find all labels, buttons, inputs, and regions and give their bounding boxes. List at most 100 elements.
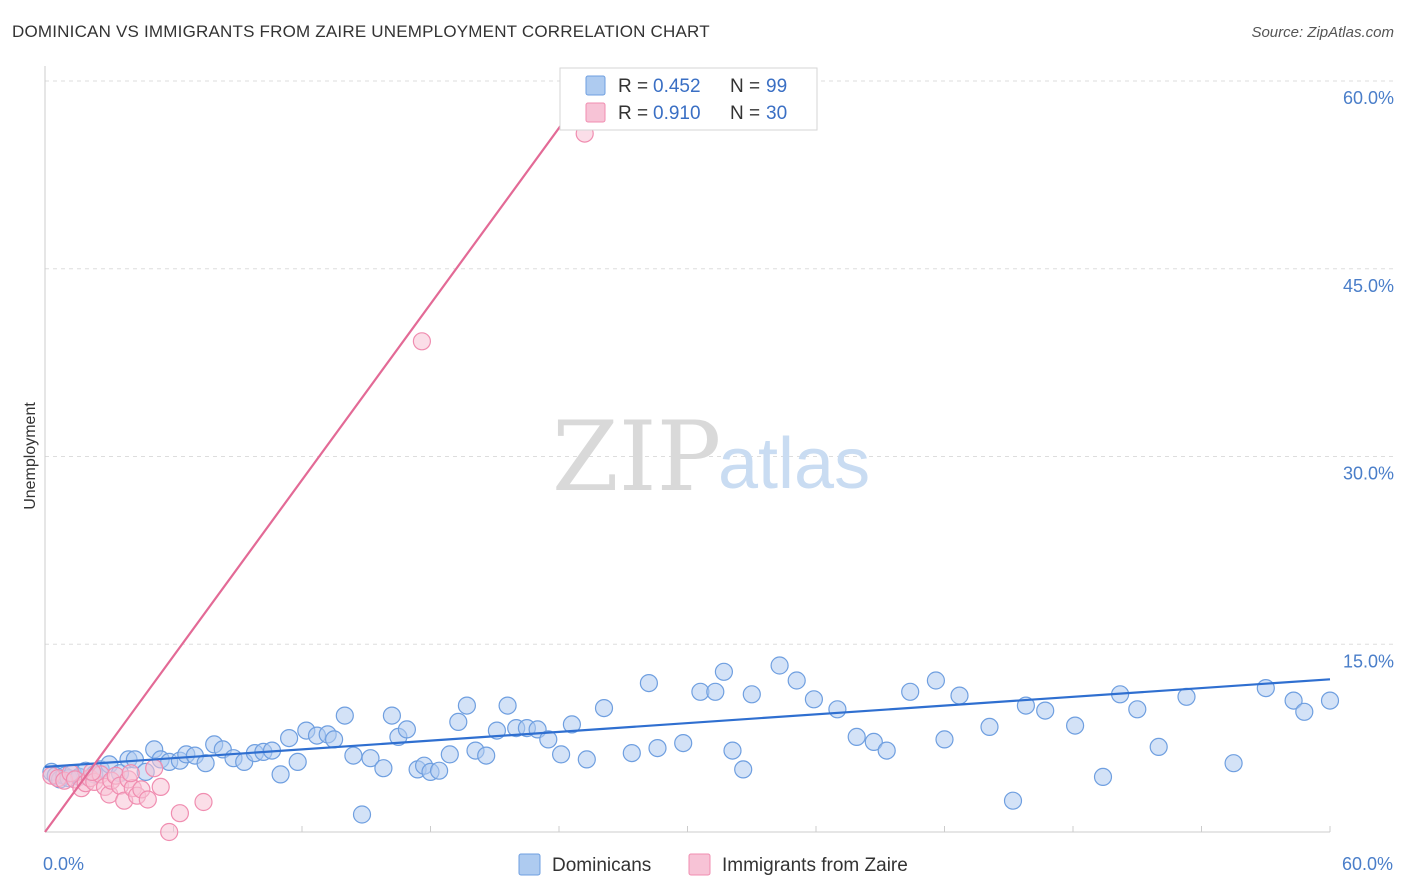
data-point-0-87 xyxy=(1036,701,1055,720)
data-point-0-97 xyxy=(1295,702,1314,721)
data-point-0-52 xyxy=(477,746,496,765)
legend-n-value-1: 30 xyxy=(766,103,787,124)
data-point-0-29 xyxy=(271,765,290,784)
data-point-1-26 xyxy=(121,764,140,783)
data-point-0-64 xyxy=(639,673,659,693)
data-point-0-77 xyxy=(847,727,866,747)
data-point-0-68 xyxy=(706,682,725,701)
y-axis-title: Unemployment xyxy=(22,402,39,510)
series-immigrants-from-zaire xyxy=(42,124,594,842)
series-dominicans xyxy=(42,656,1340,824)
legend-swatch-dominicans xyxy=(585,75,606,96)
x-tick-label-right: 60.0% xyxy=(1342,854,1393,874)
data-point-0-47 xyxy=(430,761,449,780)
data-point-0-59 xyxy=(551,745,571,764)
watermark-atlas: atlas xyxy=(718,424,870,504)
bottom-legend: Dominicans Immigrants from Zaire xyxy=(518,853,908,876)
data-point-0-66 xyxy=(674,733,693,753)
watermark-zip: ZIP xyxy=(552,401,721,513)
data-point-0-78 xyxy=(864,732,883,752)
data-point-0-98 xyxy=(1320,691,1340,710)
data-point-0-60 xyxy=(562,715,582,734)
data-point-0-93 xyxy=(1177,687,1196,706)
y-tick-label-1: 30.0% xyxy=(1343,464,1394,484)
data-point-1-21 xyxy=(145,759,164,778)
data-point-1-22 xyxy=(151,777,170,797)
legend-swatch-immigrants-from-zaire xyxy=(585,102,606,123)
y-tick-label-2: 45.0% xyxy=(1343,276,1394,296)
data-point-0-40 xyxy=(374,759,393,778)
data-point-0-81 xyxy=(926,671,946,690)
y-tick-label-0: 15.0% xyxy=(1343,651,1394,671)
data-point-0-41 xyxy=(382,706,401,725)
data-point-0-91 xyxy=(1128,700,1147,719)
trend-lines xyxy=(44,80,1331,833)
data-point-0-65 xyxy=(648,738,667,758)
data-point-0-36 xyxy=(335,706,354,725)
data-point-0-72 xyxy=(742,685,761,704)
data-point-0-95 xyxy=(1256,678,1275,698)
data-point-0-96 xyxy=(1284,691,1303,710)
data-point-0-61 xyxy=(577,750,596,769)
x-tick-label-left: 0.0% xyxy=(43,854,84,874)
data-point-0-38 xyxy=(352,805,372,824)
data-point-0-88 xyxy=(1065,716,1085,735)
bottom-legend-label-immigrants-from-zaire[interactable]: Immigrants from Zaire xyxy=(722,855,908,876)
trend-line-0 xyxy=(44,678,1331,768)
data-point-1-28 xyxy=(412,332,431,351)
data-point-0-75 xyxy=(804,690,824,709)
tick-labels: 15.0% 30.0% 45.0% 60.0% 0.0% 60.0% xyxy=(43,88,1394,874)
data-point-1-23 xyxy=(160,822,179,842)
data-point-0-71 xyxy=(734,760,753,779)
data-point-0-58 xyxy=(539,730,558,749)
grid-lines xyxy=(45,80,1394,645)
data-point-0-74 xyxy=(787,671,806,690)
data-point-0-76 xyxy=(828,700,847,719)
data-point-0-21 xyxy=(196,754,215,773)
data-point-0-89 xyxy=(1093,767,1113,787)
data-point-0-83 xyxy=(950,686,969,705)
data-point-0-73 xyxy=(770,656,789,675)
data-point-0-92 xyxy=(1149,737,1168,757)
legend-r-label-0: R = xyxy=(618,76,648,97)
data-point-0-85 xyxy=(1003,791,1023,810)
data-point-0-82 xyxy=(935,730,954,749)
data-point-0-80 xyxy=(901,682,920,701)
source-credit: Source: ZipAtlas.com xyxy=(1251,24,1394,41)
bottom-legend-label-dominicans[interactable]: Dominicans xyxy=(552,855,651,876)
legend-r-value-1: 0.910 xyxy=(653,103,701,124)
watermark: ZIP atlas xyxy=(552,401,870,513)
data-point-1-25 xyxy=(194,792,213,812)
trend-line-1 xyxy=(44,80,595,833)
chart-title: DOMINICAN VS IMMIGRANTS FROM ZAIRE UNEMP… xyxy=(12,22,710,41)
data-point-0-35 xyxy=(325,730,344,749)
data-point-0-79 xyxy=(877,741,896,760)
legend-r-value-0: 0.452 xyxy=(653,76,701,97)
data-point-0-37 xyxy=(344,746,363,765)
data-point-0-54 xyxy=(498,696,517,715)
data-point-0-62 xyxy=(594,698,614,718)
data-point-0-70 xyxy=(723,741,742,760)
bottom-legend-swatch-immigrants-from-zaire[interactable] xyxy=(688,853,711,876)
data-point-1-24 xyxy=(170,804,189,823)
data-point-0-30 xyxy=(280,728,299,748)
data-point-0-94 xyxy=(1224,754,1243,773)
data-point-1-20 xyxy=(138,790,157,809)
bottom-legend-swatch-dominicans[interactable] xyxy=(518,853,541,876)
data-point-0-39 xyxy=(361,749,380,768)
data-point-0-69 xyxy=(714,662,734,681)
data-point-0-49 xyxy=(449,712,468,732)
data-point-0-63 xyxy=(622,743,641,763)
data-point-0-84 xyxy=(980,717,999,737)
data-point-0-48 xyxy=(440,745,459,764)
legend-n-label-0: N = xyxy=(730,76,760,97)
data-point-0-31 xyxy=(288,752,307,772)
data-point-0-43 xyxy=(397,720,416,739)
axes xyxy=(44,66,1331,833)
legend-box: R = 0.452 N = 99 R = 0.910 N = 30 xyxy=(559,67,818,131)
legend-r-label-1: R = xyxy=(618,103,648,124)
legend-n-label-1: N = xyxy=(730,103,760,124)
legend-n-value-0: 99 xyxy=(766,76,787,97)
y-tick-label-3: 60.0% xyxy=(1343,88,1394,108)
